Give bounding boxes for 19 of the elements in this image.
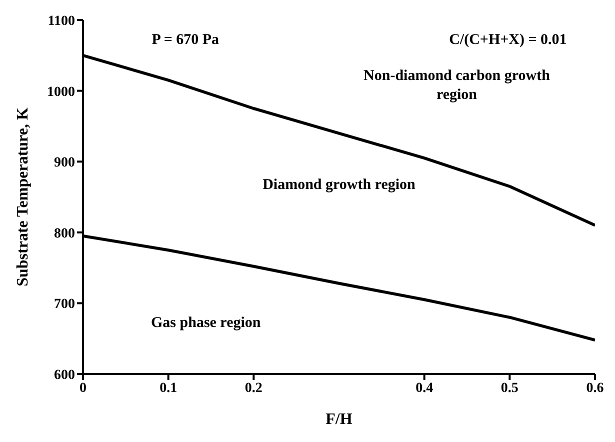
y-tick-label: 1000 bbox=[47, 84, 75, 100]
y-tick-label: 600 bbox=[54, 368, 75, 383]
annotation: Diamond growth region bbox=[262, 176, 416, 196]
annotation: Non-diamond carbon growth region bbox=[362, 66, 551, 105]
x-axis-title: F/H bbox=[326, 411, 353, 428]
x-tick-label: 0 bbox=[80, 380, 86, 396]
y-axis-title: Substrate Temperature, K bbox=[14, 107, 32, 286]
x-tick-label: 0.6 bbox=[586, 380, 604, 396]
y-tick-label: 1100 bbox=[48, 14, 75, 29]
y-tick-label: 800 bbox=[54, 226, 75, 242]
y-tick-label: 900 bbox=[54, 156, 75, 171]
x-tick-label: 0.5 bbox=[500, 380, 518, 396]
y-tick-label: 700 bbox=[54, 297, 75, 312]
annotation: C/(C+H+X) = 0.01 bbox=[448, 31, 568, 50]
x-tick-label: 0.1 bbox=[160, 380, 178, 396]
annotation: P = 670 Pa bbox=[150, 31, 220, 50]
x-tick-label: 0.2 bbox=[244, 380, 262, 396]
x-tick-label: 0.4 bbox=[416, 380, 434, 396]
annotation: Gas phase region bbox=[150, 314, 262, 334]
